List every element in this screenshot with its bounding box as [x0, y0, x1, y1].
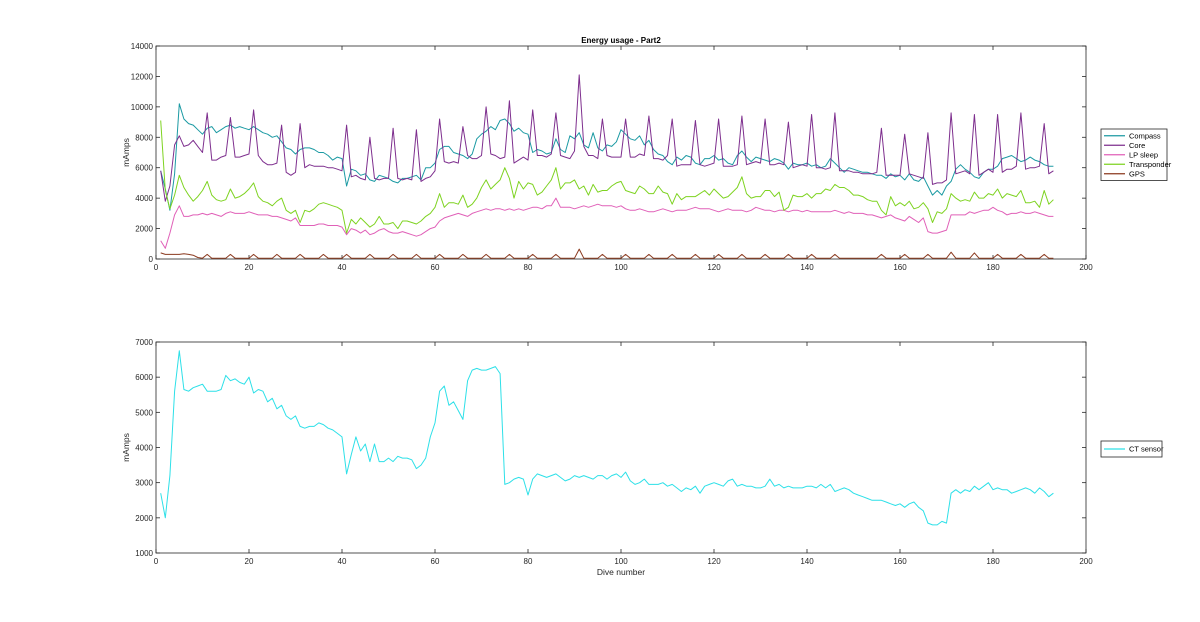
legend: [1100, 440, 1163, 458]
x-tick-label: 40: [338, 557, 347, 566]
legend-entry: Compass: [1129, 131, 1161, 140]
y-axis-label: mAmps: [121, 433, 131, 462]
x-tick-label: 0: [154, 557, 159, 566]
y-tick-label: 6000: [135, 164, 153, 173]
x-tick-label: 100: [614, 557, 628, 566]
series-line-core: [160, 74, 1054, 202]
x-tick-label: 20: [245, 557, 254, 566]
legend-entry: GPS: [1129, 169, 1145, 178]
x-tick-label: 120: [707, 557, 721, 566]
y-tick-label: 14000: [131, 42, 154, 51]
legend-entry: Core: [1129, 141, 1145, 150]
x-tick-label: 140: [800, 557, 814, 566]
legend-entry: Transponder: [1129, 160, 1172, 169]
x-tick-label: 160: [893, 263, 907, 272]
x-tick-label: 80: [524, 263, 533, 272]
legend-entry: LP sleep: [1129, 150, 1158, 159]
x-tick-label: 80: [524, 557, 533, 566]
y-tick-label: 12000: [131, 72, 154, 81]
y-tick-label: 2000: [135, 225, 153, 234]
y-tick-label: 0: [149, 255, 154, 264]
legend-entry: CT sensor: [1129, 445, 1164, 454]
x-tick-label: 180: [986, 263, 1000, 272]
plot-area-frame: [155, 45, 1087, 260]
y-tick-label: 1000: [135, 549, 153, 558]
y-tick-label: 4000: [135, 194, 153, 203]
y-tick-label: 7000: [135, 338, 153, 347]
x-tick-label: 180: [986, 557, 1000, 566]
x-tick-label: 0: [154, 263, 159, 272]
x-axis-label: Dive number: [597, 567, 645, 577]
chart-1: 0 20 40 60 80 100 120 140 160 180 2000200040006000…: [121, 36, 1172, 272]
series-line-ct-sensor: [160, 350, 1054, 526]
y-tick-label: 2000: [135, 514, 153, 523]
chart-title: Energy usage - Part2: [581, 36, 661, 45]
x-tick-label: 140: [800, 263, 814, 272]
x-tick-label: 100: [614, 263, 628, 272]
x-tick-label: 20: [245, 263, 254, 272]
x-tick-label: 120: [707, 263, 721, 272]
chart-2: 0 20 40 60 80 100 120 140 160 180 200 1000 2000 3000 4…: [121, 338, 1164, 577]
y-tick-label: 6000: [135, 373, 153, 382]
series-line-lp-sleep: [160, 197, 1054, 249]
x-tick-label: 200: [1079, 557, 1093, 566]
x-tick-label: 200: [1079, 263, 1093, 272]
y-tick-label: 8000: [135, 133, 153, 142]
x-tick-label: 60: [431, 263, 440, 272]
x-tick-label: 60: [431, 557, 440, 566]
y-tick-label: 3000: [135, 479, 153, 488]
x-tick-label: 160: [893, 557, 907, 566]
series-line-transponder: [160, 120, 1054, 234]
y-axis-label: mAmps: [121, 138, 131, 167]
series-line-compass: [160, 103, 1054, 211]
series-line-gps: [160, 248, 1054, 259]
x-tick-label: 40: [338, 263, 347, 272]
y-tick-label: 5000: [135, 408, 153, 417]
y-tick-label: 4000: [135, 444, 153, 453]
y-tick-label: 10000: [131, 103, 154, 112]
